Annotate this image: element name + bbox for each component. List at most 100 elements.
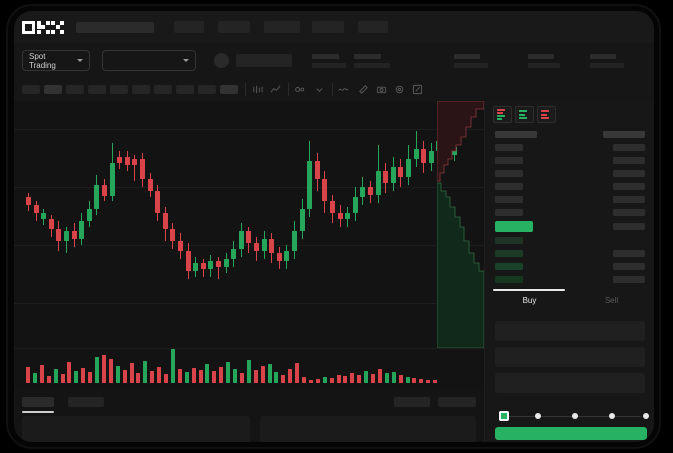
nav-search-skeleton[interactable]	[76, 22, 154, 33]
interval-button-8[interactable]	[176, 85, 194, 94]
orderbook-row-ask-1-price[interactable]	[495, 144, 523, 151]
bottom-panel-left[interactable]	[22, 416, 250, 442]
interval-button-4[interactable]	[88, 85, 106, 94]
orderbook-row-ask-5-price[interactable]	[495, 196, 523, 203]
orderbook-row-bid-4-amount[interactable]	[613, 276, 645, 283]
orderbook-both-icon[interactable]	[493, 106, 512, 123]
sidebar-item-nav-5[interactable]	[358, 21, 388, 33]
camera-icon[interactable]	[376, 84, 387, 95]
volume-bar	[357, 375, 362, 383]
orderbook-row-bid-3-amount[interactable]	[613, 263, 645, 270]
candle-body	[223, 259, 229, 267]
interval-button-1[interactable]	[22, 85, 40, 94]
stat-high-value	[454, 63, 488, 68]
orderbook-row-bid-1-price[interactable]	[495, 237, 523, 244]
candle-body	[368, 187, 373, 195]
amount-slider-step-50[interactable]	[572, 413, 578, 419]
candle-body	[41, 213, 47, 219]
price-chart[interactable]	[14, 101, 484, 348]
price-input[interactable]	[495, 321, 645, 341]
interval-button-6[interactable]	[132, 85, 150, 94]
pair-name-skeleton	[236, 54, 292, 67]
gear-icon[interactable]	[394, 84, 405, 95]
interval-button-2[interactable]	[44, 85, 62, 94]
volume-bar	[322, 377, 327, 383]
interval-button-10[interactable]	[220, 85, 238, 94]
candle-body	[299, 209, 305, 231]
amount-slider-step-25[interactable]	[535, 413, 541, 419]
orderbook-row-ask-6-price[interactable]	[495, 209, 523, 216]
trading-mode-label: Spot Trading	[29, 51, 56, 70]
interval-button-3[interactable]	[66, 85, 84, 94]
volume-bar	[267, 364, 272, 383]
candle-body	[124, 157, 130, 165]
orderbook-row-bid-2-price[interactable]	[495, 250, 523, 257]
tab-buy[interactable]: Buy	[522, 296, 537, 305]
bottom-panel-right[interactable]	[260, 416, 476, 442]
volume-bar	[281, 375, 286, 383]
bottom-tab-right-2[interactable]	[438, 397, 476, 407]
candle-wick	[218, 257, 219, 279]
chart-gridline	[14, 129, 484, 130]
amount-slider-step-100[interactable]	[643, 413, 649, 419]
candle-wick	[134, 155, 136, 181]
orderbook-row-ask-2-price[interactable]	[495, 157, 523, 164]
orderbook-row-ask-3-amount[interactable]	[613, 170, 645, 177]
line-chart-icon[interactable]	[338, 84, 349, 95]
sidebar-item-nav-1[interactable]	[174, 21, 204, 33]
toolbar-divider	[332, 83, 333, 96]
candle-body	[284, 251, 290, 261]
sidebar-item-nav-4[interactable]	[312, 21, 344, 33]
orderbook-row-ask-4-amount[interactable]	[613, 183, 645, 190]
orderbook-row-bid-3-price[interactable]	[495, 263, 523, 270]
volume-bar	[226, 362, 231, 383]
bottom-tab-order-history[interactable]	[68, 397, 104, 407]
interval-button-5[interactable]	[110, 85, 128, 94]
sidebar-item-nav-2[interactable]	[218, 21, 250, 33]
volume-bar	[336, 375, 341, 383]
amount-slider-handle[interactable]	[499, 411, 509, 421]
indicators-icon[interactable]	[294, 84, 305, 95]
total-input[interactable]	[495, 373, 645, 393]
orderbook-last-price	[495, 221, 533, 232]
ruler-icon[interactable]	[358, 84, 369, 95]
volume-bar	[233, 369, 237, 383]
candlestick-chart-icon[interactable]	[252, 84, 263, 95]
trading-mode-select[interactable]: Spot Trading	[22, 50, 90, 71]
sidebar-item-nav-3[interactable]	[264, 21, 300, 33]
volume-bar	[405, 377, 410, 383]
amount-slider[interactable]	[501, 416, 641, 417]
orderbook-bids-icon[interactable]	[515, 106, 534, 123]
amount-input[interactable]	[495, 347, 645, 367]
orderbook-last-price-amount	[613, 223, 645, 230]
volume-bar	[198, 370, 203, 383]
orderbook-row-ask-1-amount[interactable]	[613, 144, 645, 151]
okx-logo-icon[interactable]	[22, 20, 65, 34]
interval-button-9[interactable]	[198, 85, 216, 94]
volume-bar	[260, 366, 265, 383]
fullscreen-icon[interactable]	[412, 84, 423, 95]
volume-bar	[274, 372, 279, 383]
tab-sell[interactable]: Sell	[604, 296, 619, 305]
bottom-tab-open-orders[interactable]	[22, 397, 54, 407]
interval-button-7[interactable]	[154, 85, 172, 94]
orderbook-row-ask-4-price[interactable]	[495, 183, 523, 190]
chart-type-icon[interactable]	[270, 84, 281, 95]
amount-slider-step-75[interactable]	[609, 413, 615, 419]
chevron-down-icon[interactable]	[314, 84, 325, 95]
bottom-tab-right-1[interactable]	[394, 397, 430, 407]
orderbook-row-bid-4-price[interactable]	[495, 276, 523, 283]
orderbook-row-ask-3-price[interactable]	[495, 170, 523, 177]
orderbook-row-bid-2-amount[interactable]	[613, 250, 645, 257]
volume-bar	[157, 367, 162, 383]
volume-bar	[377, 369, 382, 383]
orderbook-row-ask-2-amount[interactable]	[613, 157, 645, 164]
orderbook-asks-icon[interactable]	[537, 106, 556, 123]
orderbook-row-ask-6-amount[interactable]	[613, 209, 645, 216]
buy-submit-button[interactable]	[495, 427, 647, 440]
orderbook-row-ask-5-amount[interactable]	[613, 196, 645, 203]
candle-body	[406, 159, 411, 177]
pair-select[interactable]	[102, 50, 196, 71]
volume-bar	[364, 371, 369, 383]
trade-form-footer	[484, 402, 654, 442]
